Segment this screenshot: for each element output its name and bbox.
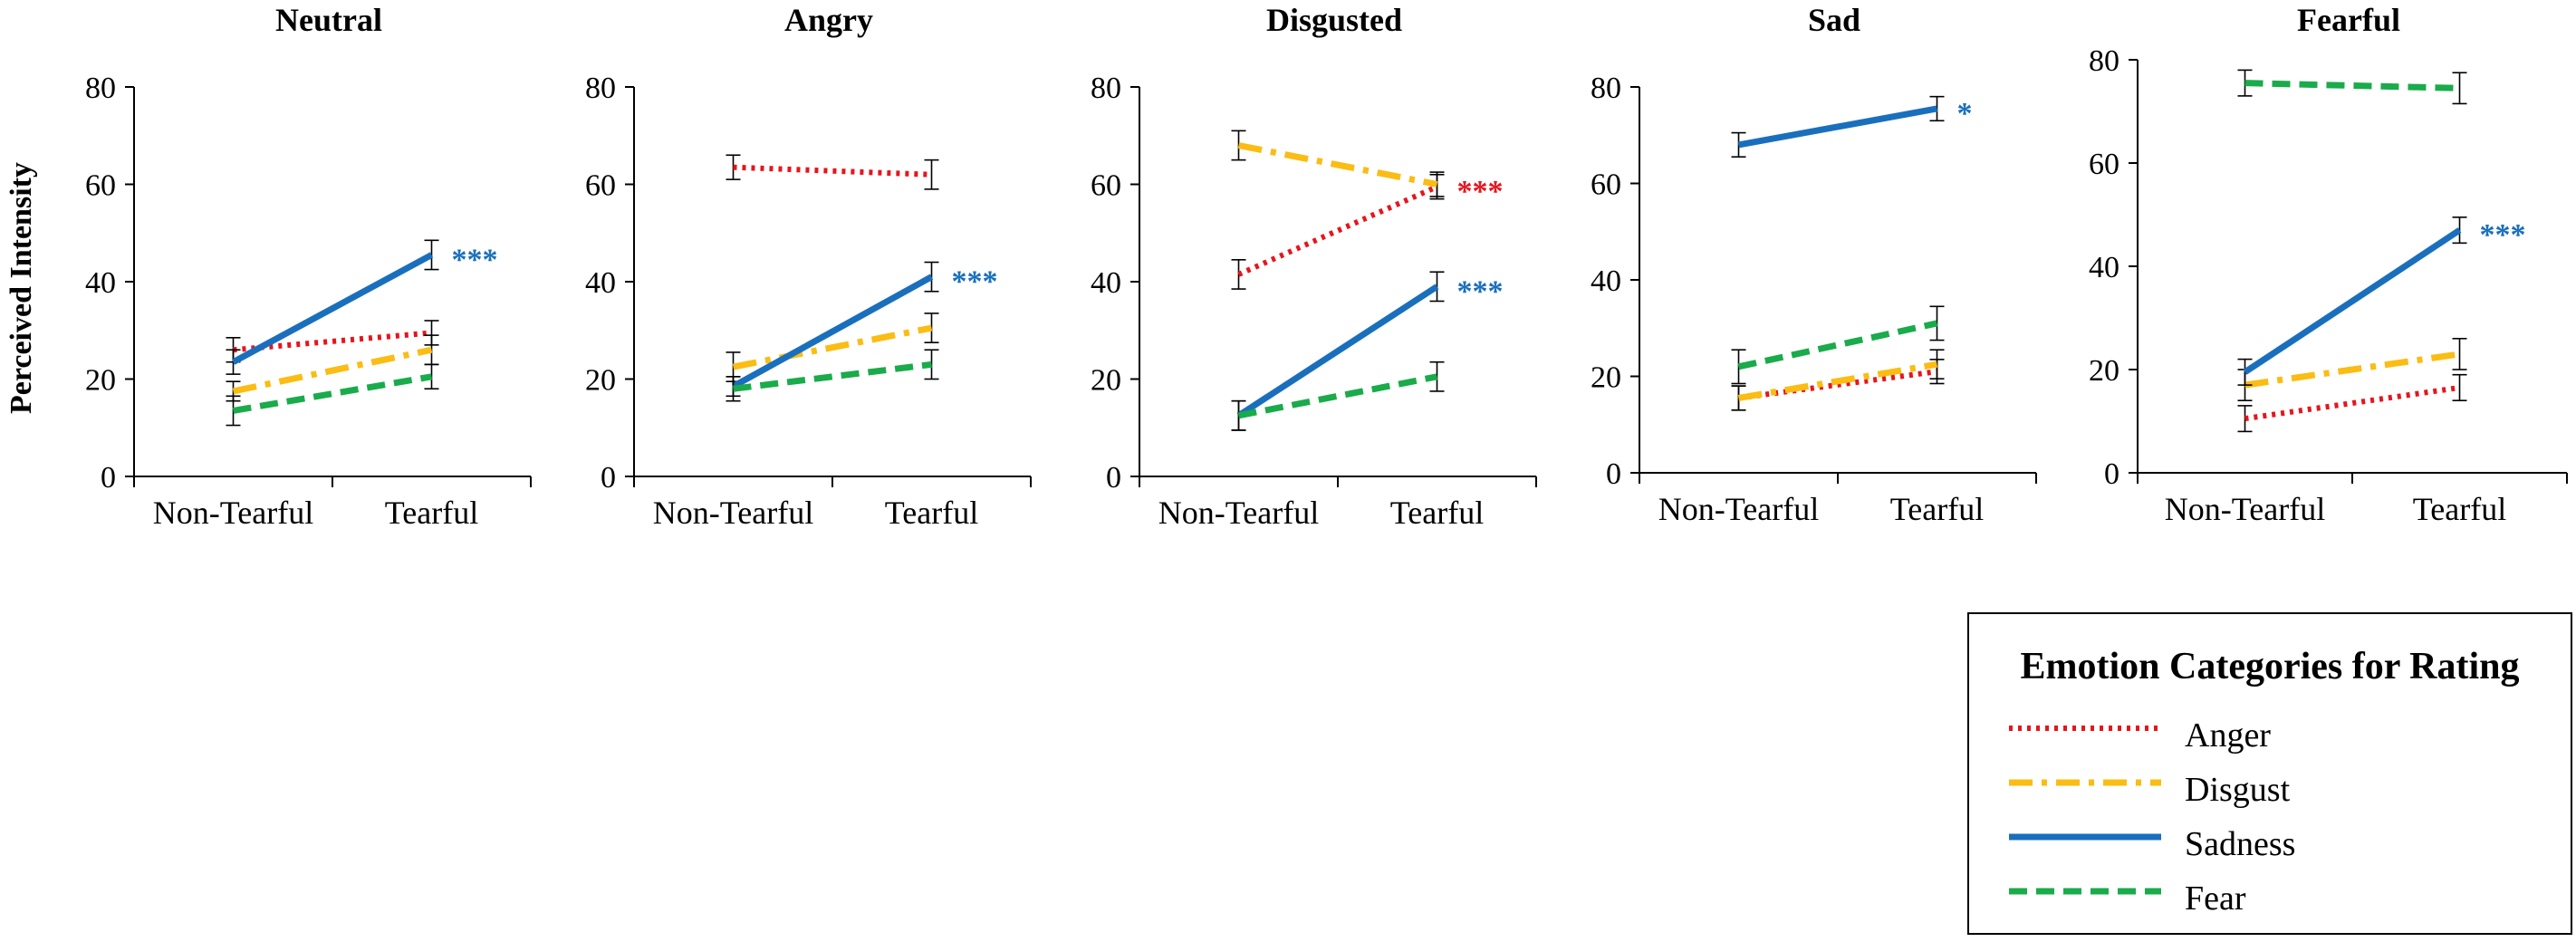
panel-neutral-title: Neutral [275, 2, 382, 38]
panel-neutral-x-label-tearful: Tearful [385, 495, 478, 531]
panel-angry-title: Angry [784, 2, 873, 38]
panel-angry-series-fear-line [733, 360, 932, 392]
panel-angry-y-tick-label: 60 [585, 169, 616, 203]
panel-sad-series-fear-line [1737, 320, 1938, 370]
legend-swatch-disgust [2009, 779, 2161, 786]
panel-sad-x-label-non-tearful: Non-Tearful [1658, 491, 1819, 527]
panel-angry-significance-sadness: *** [952, 265, 998, 299]
panel-fearful-series-fear-line [2244, 80, 2460, 91]
panel-neutral-series-anger-line [233, 330, 432, 353]
panel-fearful-y-tick-label: 60 [2089, 148, 2119, 181]
panel-disgusted-y-tick-label: 40 [1091, 266, 1121, 300]
panel-sad-y-tick-label: 20 [1591, 361, 1621, 395]
legend-label-disgust: Disgust [2185, 771, 2291, 809]
panel-disgusted-series-disgust-line [1237, 142, 1438, 187]
panel-neutral-y-tick-label: 20 [85, 364, 116, 398]
panel-fearful: Fearful 0 20 40 60 80 Non-Tearful Tearful *** [2089, 2, 2568, 527]
panel-neutral-series-fear-line [232, 373, 433, 414]
legend-label-fear: Fear [2185, 880, 2246, 918]
panel-disgusted-y-tick-label: 60 [1091, 169, 1121, 203]
panel-fearful-title: Fearful [2297, 2, 2400, 38]
panel-sad-y-tick-label: 40 [1591, 264, 1621, 298]
panel-sad-series-sadness-line [1737, 105, 1938, 149]
panel-sad-x-label-tearful: Tearful [1890, 491, 1984, 527]
panel-angry-y-tick-label: 20 [585, 364, 616, 398]
panel-disgusted-series-anger-line [1237, 184, 1438, 277]
panel-angry-y-tick-label: 80 [585, 72, 616, 105]
legend: Emotion Categories for Rating Anger Disg… [1967, 612, 2572, 935]
panel-fearful-y-tick-label: 80 [2089, 44, 2119, 78]
panel-sad-y-tick-label: 60 [1591, 168, 1621, 202]
panel-disgusted-y-tick-label: 80 [1091, 72, 1121, 105]
legend-item-anger: Anger [2005, 708, 2549, 763]
panel-sad-y-tick-label: 0 [1606, 457, 1621, 491]
panel-fearful-y-tick-label: 40 [2089, 251, 2119, 284]
panel-disgusted-x-label-tearful: Tearful [1390, 495, 1484, 531]
panel-neutral: Neutral 0 20 40 60 80 Non-Tearful Tearful *** [85, 2, 532, 531]
panel-neutral-y-tick-label: 60 [85, 169, 116, 203]
panel-fearful-x-label-non-tearful: Non-Tearful [2165, 491, 2325, 527]
panel-sad-y-tick-label: 80 [1591, 72, 1621, 105]
panel-fearful-series-disgust-line [2244, 351, 2460, 389]
panel-angry-series-anger-line [733, 164, 932, 178]
legend-label-sadness: Sadness [2185, 825, 2296, 863]
panel-fearful-series-anger-line [2244, 384, 2460, 422]
panel-sad-series-anger-line [1738, 369, 1937, 401]
panel-neutral-series-sadness-line [231, 252, 434, 365]
panel-angry-x-label-tearful: Tearful [885, 495, 978, 531]
panel-neutral-y-tick-label: 80 [85, 72, 116, 105]
panel-sad: Sad 0 20 40 60 80 Non-Tearful Tearful * [1591, 2, 2037, 527]
panel-disgusted-y-tick-label: 0 [1106, 461, 1121, 495]
panel-angry-series-disgust-line [732, 324, 933, 370]
panel-angry-x-label-non-tearful: Non-Tearful [653, 495, 813, 531]
panel-angry: Angry 0 20 40 60 80 Non-Tearful Tearful *** [585, 2, 1032, 531]
legend-swatch-fear [2009, 888, 2161, 895]
panel-disgusted-significance-sadness: *** [1457, 274, 1504, 308]
legend-swatch-anger [2009, 726, 2161, 731]
legend-label-anger: Anger [2185, 716, 2271, 755]
panel-disgusted-y-tick-label: 20 [1091, 364, 1121, 398]
panel-disgusted-x-label-non-tearful: Non-Tearful [1158, 495, 1319, 531]
y-axis-label: Perceived Intensity [5, 162, 38, 414]
panel-neutral-y-tick-label: 0 [101, 461, 116, 495]
panel-neutral-y-tick-label: 40 [85, 266, 116, 300]
panel-disgusted-significance-anger: *** [1457, 175, 1504, 208]
panel-sad-significance-sadness: * [1957, 97, 1973, 130]
panel-angry-y-tick-label: 0 [601, 461, 616, 495]
panel-angry-series-sadness-line [731, 274, 934, 389]
legend-item-fear: Fear [2005, 871, 2549, 926]
panel-angry-y-tick-label: 40 [585, 266, 616, 300]
panel-sad-title: Sad [1808, 2, 1860, 38]
legend-item-disgust: Disgust [2005, 763, 2549, 817]
legend-title: Emotion Categories for Rating [2020, 646, 2520, 687]
panel-disgusted: Disgusted 0 20 40 60 80 Non-Tearful Tearful *** *… [1091, 2, 1537, 531]
panel-disgusted-series-sadness-line [1236, 284, 1439, 418]
legend-item-sadness: Sadness [2005, 817, 2549, 871]
panel-fearful-series-sadness-line [2243, 227, 2462, 375]
panel-neutral-significance-sadness: *** [452, 243, 498, 276]
panel-fearful-significance-sadness: *** [2480, 218, 2526, 252]
panel-disgusted-series-fear-line [1237, 373, 1438, 419]
panel-neutral-x-label-non-tearful: Non-Tearful [153, 495, 313, 531]
panel-sad-series-disgust-line [1737, 360, 1938, 401]
panel-neutral-series-disgust-line [232, 346, 433, 395]
panel-fearful-y-tick-label: 20 [2089, 354, 2119, 388]
legend-swatch-sadness [2009, 833, 2161, 841]
panel-fearful-y-tick-label: 0 [2104, 457, 2119, 491]
panel-fearful-x-label-tearful: Tearful [2413, 491, 2506, 527]
panel-disgusted-title: Disgusted [1266, 2, 1402, 38]
